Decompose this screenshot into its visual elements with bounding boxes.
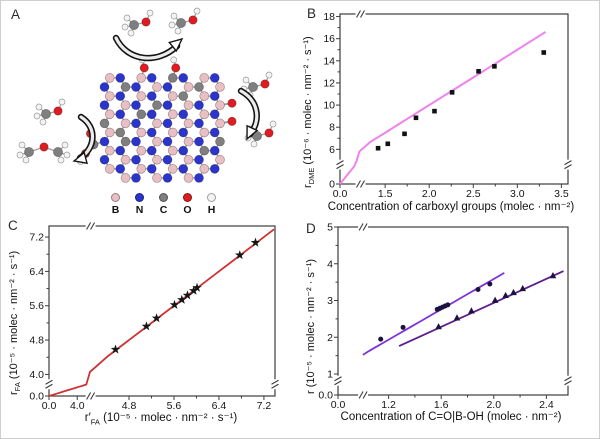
tick-labels-B: 1.5 2.0 2.5 3.0 3.5 6 8 10 12 14 16 18 0.00 xyxy=(323,11,569,200)
fit-line-C-0 xyxy=(48,228,275,397)
panel-d-y-axis-label: r (10⁻⁵ · molec · nm⁻² · s⁻¹) xyxy=(305,258,317,394)
atom-color-dot-N xyxy=(135,193,144,202)
atom-color-dot-H xyxy=(207,193,216,202)
tick-labels-C: 4.8 5.6 6.4 7.2 4.0 4.8 5.6 6.4 7.2 4.0 0.00.0 xyxy=(29,232,271,412)
svg-text:6.4: 6.4 xyxy=(29,266,44,278)
svg-text:2.0: 2.0 xyxy=(422,188,437,200)
plot-area-B: 1.5 2.0 2.5 3.0 3.5 6 8 10 12 14 16 18 0.00 xyxy=(323,10,572,200)
legend-item-N: N xyxy=(133,193,146,216)
legend-label: O xyxy=(183,204,192,216)
atom-color-dot-O xyxy=(183,193,192,202)
svg-text:18: 18 xyxy=(323,11,335,23)
plot-area-C: 4.8 5.6 6.4 7.2 4.0 4.8 5.6 6.4 7.2 4.0 0.00.0 xyxy=(29,222,279,412)
legend-label: H xyxy=(207,204,216,216)
panel-b-chart: 1.5 2.0 2.5 3.0 3.5 6 8 10 12 14 16 18 0.00 xyxy=(323,10,572,200)
legend-label: N xyxy=(135,204,144,216)
panel-c-chart: 4.8 5.6 6.4 7.2 4.0 4.8 5.6 6.4 7.2 4.0 0.00.0 xyxy=(29,222,279,412)
panel-b-label: B xyxy=(307,6,317,21)
svg-text:5.6: 5.6 xyxy=(29,300,44,312)
reaction-arrow-right xyxy=(237,87,260,141)
svg-text:0.0: 0.0 xyxy=(29,391,44,403)
svg-text:0: 0 xyxy=(329,179,335,191)
panel-c-y-axis-label: rFA (10⁻⁵ · molec · nm⁻² · s⁻¹) xyxy=(8,250,23,395)
panel-c-label: C xyxy=(8,218,18,233)
series-C-star xyxy=(110,237,261,354)
svg-text:7.2: 7.2 xyxy=(29,232,44,244)
series-D-circle xyxy=(378,281,493,342)
fit-line-D-1 xyxy=(398,270,564,347)
svg-text:14: 14 xyxy=(323,55,335,67)
svg-text:4.0: 4.0 xyxy=(29,369,44,381)
methanol-molecule-top-right xyxy=(168,7,201,35)
edge-groups xyxy=(77,56,237,165)
panel-a-label: A xyxy=(11,7,21,22)
panel-d-label: D xyxy=(306,221,316,236)
svg-text:1.5: 1.5 xyxy=(378,188,393,200)
svg-text:5.6: 5.6 xyxy=(167,400,182,412)
panel-d-x-axis-label: Concentration of C=O|B-OH (molec · nm⁻²) xyxy=(340,411,562,423)
reaction-arrow-top xyxy=(112,34,184,62)
svg-text:4.8: 4.8 xyxy=(29,335,44,347)
tick-labels-D: 1.2 1.6 2.0 2.4 1 2 3 4 5 0.00.0 xyxy=(318,222,553,412)
svg-text:0.0: 0.0 xyxy=(331,399,346,411)
svg-text:8: 8 xyxy=(329,122,335,134)
axis-ticks-B xyxy=(336,16,562,188)
bcn-sheet xyxy=(77,56,237,183)
fit-line-D-0 xyxy=(362,272,505,356)
svg-text:10: 10 xyxy=(323,100,335,112)
panel-b-x-axis-label: Concentration of carboxyl groups (molec … xyxy=(327,201,575,213)
svg-text:4: 4 xyxy=(327,258,333,270)
panel-a-molecular-illustration xyxy=(16,7,277,183)
panel-d-chart: 1.2 1.6 2.0 2.4 1 2 3 4 5 0.00.0 xyxy=(318,222,572,412)
svg-text:3: 3 xyxy=(327,295,333,307)
svg-text:4.0: 4.0 xyxy=(70,400,85,412)
svg-text:1.6: 1.6 xyxy=(434,399,449,411)
svg-text:2.0: 2.0 xyxy=(486,399,501,411)
svg-text:2: 2 xyxy=(327,332,333,344)
reaction-arrow-left xyxy=(72,113,96,165)
legend-item-B: B xyxy=(109,193,122,216)
methanol-molecule-left xyxy=(33,98,66,126)
svg-text:4.8: 4.8 xyxy=(122,400,137,412)
series-B-square xyxy=(375,50,547,151)
panel-c-x-axis-label: r′FA (10⁻⁵ · molec · nm⁻² · s⁻¹) xyxy=(84,412,238,427)
methanol-molecule-right-lower xyxy=(244,120,277,148)
fit-line-B-0 xyxy=(339,31,547,185)
legend-item-O: O xyxy=(181,193,194,216)
svg-text:12: 12 xyxy=(323,77,335,89)
svg-text:3.0: 3.0 xyxy=(510,188,525,200)
svg-text:0.0: 0.0 xyxy=(333,188,348,200)
svg-text:6.4: 6.4 xyxy=(212,400,227,412)
svg-text:0.0: 0.0 xyxy=(318,390,333,402)
svg-text:0.0: 0.0 xyxy=(42,400,57,412)
series-D-triangle xyxy=(435,272,557,330)
atom-color-dot-B xyxy=(111,193,120,202)
axis-ticks-C xyxy=(45,236,265,400)
svg-text:2.4: 2.4 xyxy=(539,399,554,411)
svg-text:7.2: 7.2 xyxy=(257,400,272,412)
panel-b-y-axis-label: rDME (10⁻⁶ · molec · nm⁻² · s⁻¹) xyxy=(302,36,317,188)
svg-text:1: 1 xyxy=(327,369,333,381)
svg-text:5: 5 xyxy=(327,222,333,234)
plot-area-D: 1.2 1.6 2.0 2.4 1 2 3 4 5 0.00.0 xyxy=(318,222,572,412)
methanol-molecule-top-left xyxy=(121,9,154,37)
svg-text:3.5: 3.5 xyxy=(554,188,569,200)
atom-color-dot-C xyxy=(159,193,168,202)
legend-label: C xyxy=(159,204,168,216)
dme-molecule xyxy=(16,141,71,164)
axis-ticks-D xyxy=(334,226,547,399)
legend-label: B xyxy=(111,204,120,216)
svg-text:16: 16 xyxy=(323,33,335,45)
svg-text:2.5: 2.5 xyxy=(466,188,481,200)
svg-text:6: 6 xyxy=(329,144,335,156)
svg-text:1.2: 1.2 xyxy=(381,399,396,411)
legend-item-C: C xyxy=(157,193,170,216)
legend-item-H: H xyxy=(205,193,218,216)
